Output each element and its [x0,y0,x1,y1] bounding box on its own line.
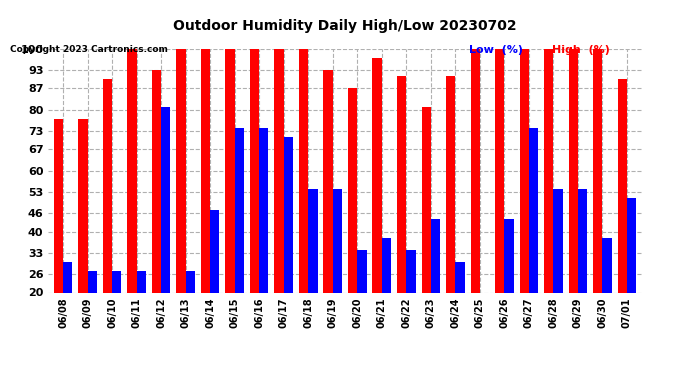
Bar [333,189,342,292]
Text: Low  (%): Low (%) [469,45,523,55]
Bar [495,49,504,292]
Bar [88,271,97,292]
Bar [357,250,366,292]
Bar [308,189,317,292]
Bar [259,128,268,292]
Bar [422,106,431,292]
Bar [627,198,636,292]
Bar [406,250,415,292]
Bar [520,49,529,292]
Bar [553,189,563,292]
Bar [602,238,612,292]
Bar [201,49,210,292]
Bar [275,49,284,292]
Bar [504,219,513,292]
Bar [177,49,186,292]
Bar [54,119,63,292]
Text: Copyright 2023 Cartronics.com: Copyright 2023 Cartronics.com [10,45,168,54]
Bar [348,88,357,292]
Bar [186,271,195,292]
Bar [137,271,146,292]
Bar [210,210,219,292]
Text: High  (%): High (%) [552,45,610,55]
Bar [618,79,627,292]
Bar [455,262,464,292]
Bar [103,79,112,292]
Bar [152,70,161,292]
Bar [578,189,587,292]
Bar [250,49,259,292]
Bar [544,49,553,292]
Bar [471,49,480,292]
Bar [397,76,406,292]
Bar [63,262,72,292]
Bar [382,238,391,292]
Bar [373,58,382,292]
Text: Outdoor Humidity Daily High/Low 20230702: Outdoor Humidity Daily High/Low 20230702 [173,19,517,33]
Bar [569,49,578,292]
Bar [112,271,121,292]
Bar [299,49,308,292]
Bar [226,49,235,292]
Bar [324,70,333,292]
Bar [235,128,244,292]
Bar [284,137,293,292]
Bar [529,128,538,292]
Bar [446,76,455,292]
Bar [127,49,137,292]
Bar [78,119,88,292]
Bar [593,49,602,292]
Bar [431,219,440,292]
Bar [161,106,170,292]
